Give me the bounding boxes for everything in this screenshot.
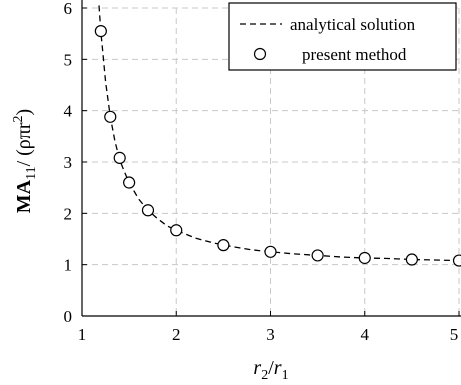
y-axis-label-rest: / (ρπr [13,122,35,166]
y-tick-label-4: 4 [64,102,73,121]
marker-present-7 [264,245,277,258]
marker-present-4 [141,204,155,217]
y-tick-label-6: 6 [64,0,73,18]
marker-present-0 [94,25,107,38]
y-tick-label-2: 2 [64,204,73,223]
marker-present-1 [104,110,117,123]
axes-frame [81,0,461,317]
x-axis-label-base: r [253,357,261,379]
x-axis-label-sub1: 2 [261,368,268,383]
marker-present-10 [405,253,418,266]
legend-box [228,2,457,71]
legend-marker-present [253,47,267,61]
x-tick-label-4: 4 [361,325,370,344]
y-tick-label-3: 3 [64,153,73,172]
x-axis-label-slash: / [268,357,274,379]
marker-present-6 [217,239,230,252]
x-tick-label-3: 3 [266,325,275,344]
y-tick-label-0: 0 [64,307,73,326]
x-axis-ticks: 1 2 3 4 5 [78,311,460,344]
legend: analytical solution present method [228,2,457,71]
marker-present-8 [311,249,324,262]
marker-present-11 [452,254,461,267]
x-tick-label-1: 1 [78,325,87,344]
legend-label-present: present method [302,45,407,64]
x-axis-label-base2: r [274,357,282,379]
series-lines [98,5,460,262]
marker-present-9 [358,251,371,265]
y-axis-label: MA11/ (ρπr2) [11,109,39,213]
marker-present-2 [113,151,126,164]
y-axis-label-bold: MA [13,179,35,213]
marker-present-5 [170,224,183,237]
y-axis-label-bold-sub: 11 [24,166,39,179]
x-axis-label: r2/r1 [253,357,288,383]
y-axis-label-sup: 2 [11,115,26,122]
y-tick-label-1: 1 [64,256,73,275]
x-tick-label-2: 2 [172,325,181,344]
y-tick-label-5: 5 [64,50,73,69]
marker-present-3 [123,176,136,189]
legend-label-analytical: analytical solution [290,15,416,34]
x-tick-label-5: 5 [450,325,459,344]
series-markers [94,25,461,267]
series-line-analytical [98,5,460,262]
y-axis-label-close: ) [13,109,35,116]
x-axis-label-sub2: 1 [282,368,289,383]
y-axis-ticks: 0 1 2 3 4 5 6 [64,0,87,326]
